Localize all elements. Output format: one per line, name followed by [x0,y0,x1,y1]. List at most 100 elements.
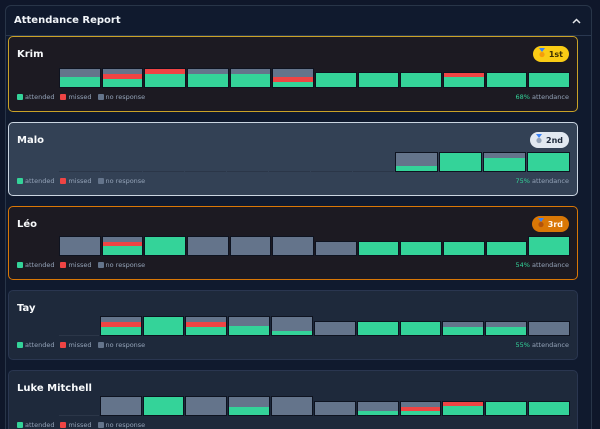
attendance-bar[interactable] [395,152,438,172]
attendance-bar[interactable] [400,72,443,88]
attendance-bar[interactable] [485,321,528,336]
member-card[interactable]: Krim 1st attended missed no response 68% atte… [8,36,578,112]
attendance-bar[interactable] [399,321,442,336]
attendance-bar[interactable] [483,152,526,172]
legend-item-no-response: no response [97,93,146,101]
attendance-bar[interactable] [185,396,228,416]
attended-segment [529,73,570,87]
attendance-bar[interactable] [528,321,570,336]
legend-label: no response [105,421,146,429]
attendance-bar[interactable] [142,316,185,336]
attendance-bar[interactable] [272,68,315,88]
attendance-bar[interactable] [399,401,442,416]
attendance-bar[interactable] [528,236,571,256]
attendance-bar[interactable] [59,236,101,256]
attendance-bar[interactable] [313,321,356,336]
no-response-segment [396,153,437,166]
no-response-segment [102,69,143,74]
attendance-bar[interactable] [357,72,400,88]
legend-swatch [97,262,104,268]
rank-badge: 2nd [530,132,569,148]
attendance-bar[interactable] [101,236,144,256]
no-response-segment [100,397,141,415]
no-response-segment [357,402,398,412]
attendance-bar[interactable] [185,316,228,336]
attended-segment [400,322,441,335]
no-response-segment [272,317,312,332]
attendance-bar[interactable] [59,335,99,336]
attendance-bar[interactable] [269,171,310,172]
attended-segment [358,73,399,87]
attendance-bar[interactable] [229,68,272,88]
attendance-bar[interactable] [357,241,400,256]
attendance-bar[interactable] [99,396,142,416]
attendance-bar[interactable] [229,236,272,256]
attendance-bar[interactable] [356,401,399,416]
legend-label: no response [105,93,146,101]
attendance-bar[interactable] [485,72,528,88]
member-card[interactable]: Tay attended missed no response 55% attendan… [8,290,578,360]
attended-segment [100,326,141,335]
member-card[interactable]: Malo 2nd attended missed no response 75% atte… [8,122,578,196]
attendance-bar[interactable] [187,236,229,256]
attendance-bar[interactable] [144,68,187,88]
no-response-segment [230,237,271,255]
attendance-bar[interactable] [315,72,357,88]
attendance-bar[interactable] [227,171,268,172]
legend-item-attended: attended [17,341,54,349]
rank-badge: 3rd [531,216,569,232]
attendance-bar[interactable] [228,396,271,416]
attendance-bar[interactable] [228,316,271,336]
attendance-bar[interactable] [527,152,570,172]
attendance-bar[interactable] [59,68,101,88]
attended-segment [60,77,100,87]
attendance-bar[interactable] [143,171,184,172]
member-name: Krim [17,49,44,60]
attendance-bar[interactable] [185,171,226,172]
attendance-bar[interactable] [485,241,528,256]
attendance-bar[interactable] [271,316,313,336]
attendance-bar[interactable] [528,72,571,88]
attendance-bar[interactable] [443,241,485,256]
rank-badge: 1st [532,46,569,62]
attendance-bar[interactable] [271,396,313,416]
attendance-bar[interactable] [315,241,357,256]
attendance-bar[interactable] [101,171,142,172]
attendance-bar[interactable] [313,401,356,416]
member-card[interactable]: Léo 3rd attended missed no response 54% atten… [8,206,578,280]
attendance-bar[interactable] [59,415,99,416]
attendance-bar[interactable] [439,152,482,172]
attendance-bar[interactable] [144,236,187,256]
attendance-bar[interactable] [142,396,185,416]
attendance-bar[interactable] [356,321,399,336]
attended-segment [443,326,484,335]
no-response-segment [314,322,355,335]
attendance-bar[interactable] [442,401,485,416]
attendance-bar[interactable] [485,401,528,416]
collapse-button[interactable] [569,14,583,28]
attended-segment [102,78,143,87]
legend-label: attended [25,421,55,429]
legend-item-no-response: no response [97,341,145,349]
member-card[interactable]: Luke Mitchell attended missed no response [8,370,578,429]
attendance-percent: 68% attendance [515,93,569,101]
attendance-bar[interactable] [400,241,443,256]
attendance-bar[interactable] [272,236,315,256]
missed-segment [102,73,143,79]
attendance-bar[interactable] [528,401,570,416]
attendance-bar[interactable] [187,68,229,88]
attended-segment [401,242,442,255]
attendance-bar[interactable] [59,171,100,172]
no-response-segment [529,322,569,335]
attendance-bar[interactable] [353,171,394,172]
attendance-bar[interactable] [99,316,142,336]
missed-segment [186,322,227,327]
attendance-percent: 55% attendance [515,341,569,349]
panel-title: Attendance Report [14,15,121,26]
attendance-bar[interactable] [311,171,352,172]
attended-segment [188,73,228,87]
attendance-bar[interactable] [442,321,485,336]
chevron-up-icon [571,17,581,24]
attendance-bar[interactable] [101,68,144,88]
attendance-bar[interactable] [443,72,485,88]
